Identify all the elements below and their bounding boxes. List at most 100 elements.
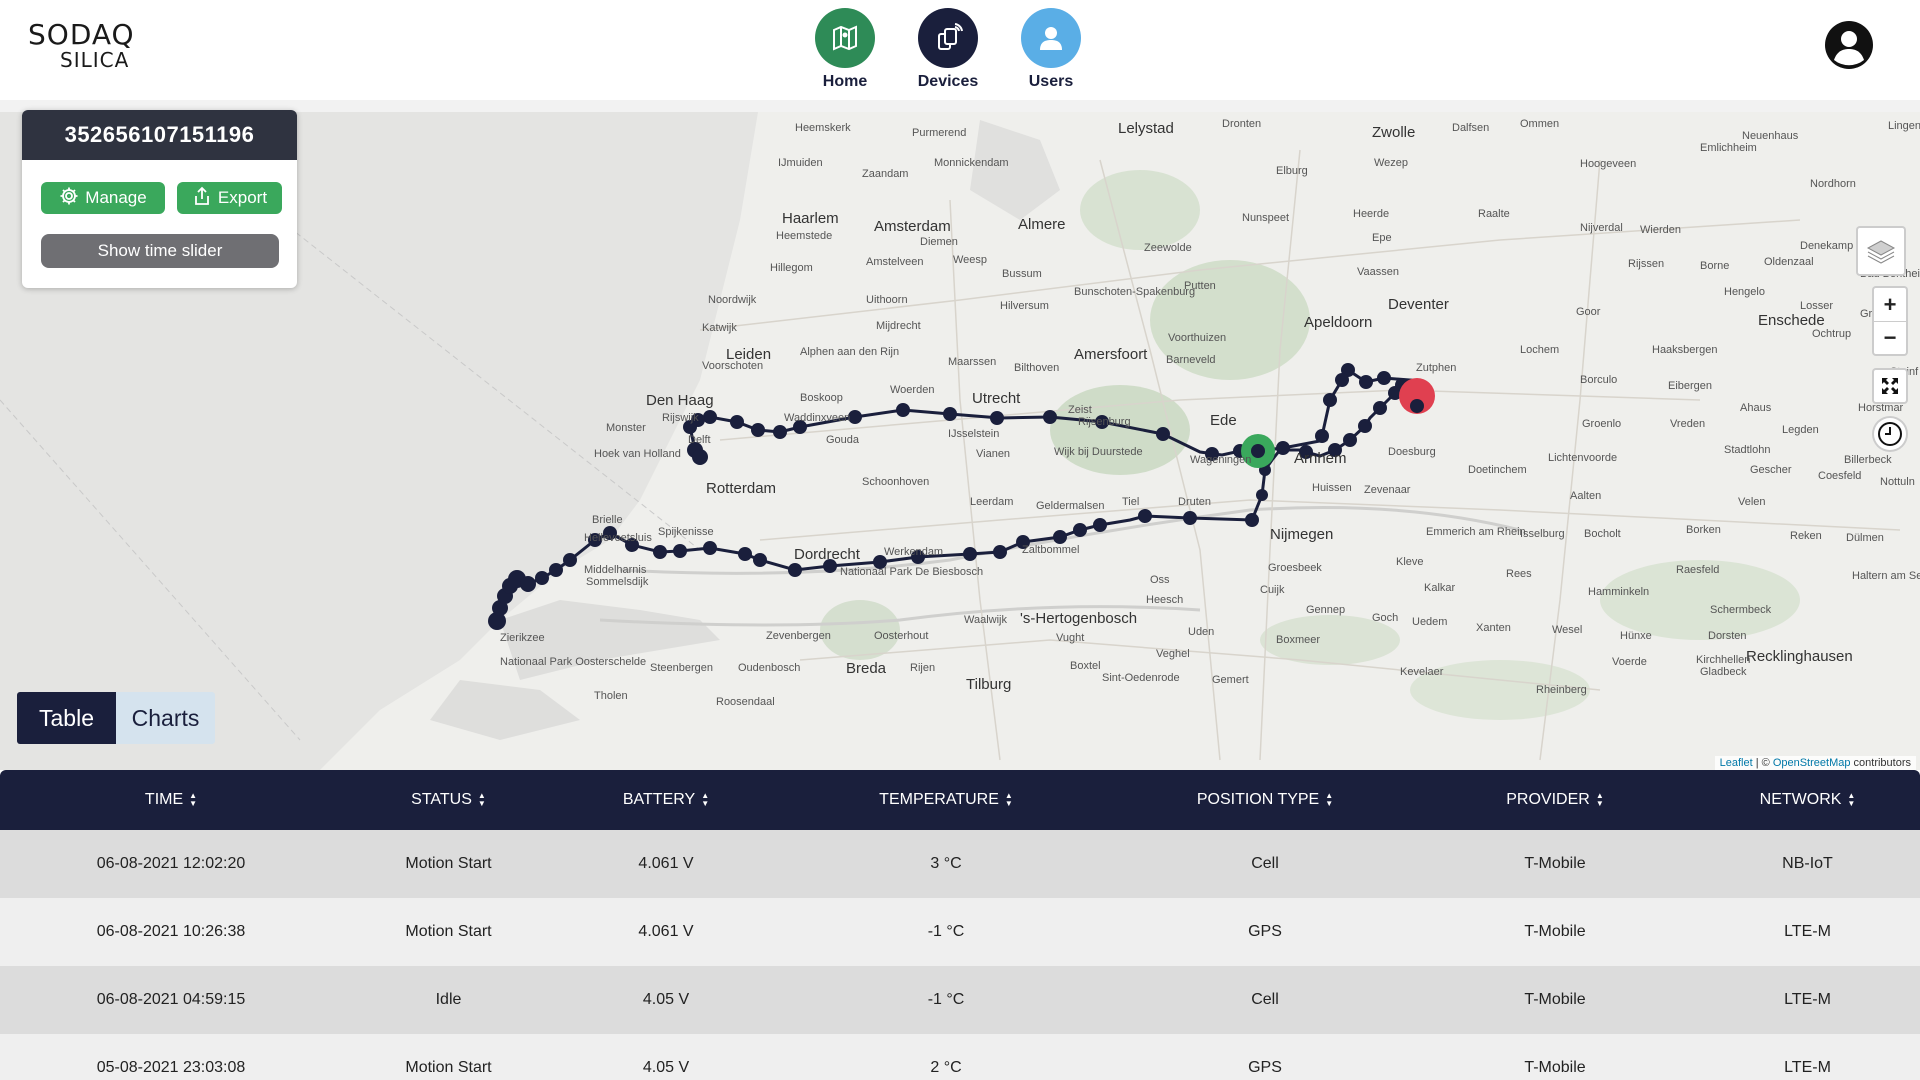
place-label: Nijmegen bbox=[1270, 526, 1334, 543]
place-label: Vught bbox=[1056, 632, 1085, 644]
place-label: Kevelaer bbox=[1400, 666, 1444, 678]
tab-table[interactable]: Table bbox=[17, 692, 116, 744]
time-slider-button[interactable]: Show time slider bbox=[41, 234, 279, 268]
zoom-in-button[interactable]: + bbox=[1883, 292, 1897, 317]
place-label: Druten bbox=[1178, 496, 1212, 508]
place-label: Hellevoetsluis bbox=[584, 532, 652, 544]
table-cell: 06-08-2021 10:26:38 bbox=[96, 923, 246, 940]
place-label: Veghel bbox=[1156, 648, 1190, 660]
place-label: Xanten bbox=[1476, 622, 1511, 634]
place-label: Haarlem bbox=[782, 210, 839, 227]
place-label: Amersfoort bbox=[1074, 346, 1148, 363]
column-header[interactable]: POSITION TYPE ▲ ▼ bbox=[1115, 791, 1415, 809]
view-tabs: Table Charts bbox=[17, 692, 215, 744]
place-label: Dordrecht bbox=[794, 546, 860, 563]
table-row[interactable]: 06-08-2021 04:59:15 Idle 4.05 V -1 °C Cell T-… bbox=[0, 966, 1920, 1034]
user-icon bbox=[1021, 8, 1081, 68]
place-label: Eibergen bbox=[1668, 380, 1713, 392]
place-label: Schoonhoven bbox=[862, 476, 930, 488]
attribution-tail: contributors bbox=[1850, 757, 1911, 769]
clock-icon[interactable] bbox=[1872, 416, 1908, 452]
account-icon[interactable] bbox=[1824, 20, 1874, 70]
table-row[interactable]: 06-08-2021 12:02:20 Motion Start 4.061 V 3 … bbox=[0, 830, 1920, 898]
place-label: Brielle bbox=[592, 514, 623, 526]
place-label: Steenbergen bbox=[650, 662, 713, 674]
place-label: Spijkenisse bbox=[658, 526, 714, 538]
place-label: Dorsten bbox=[1708, 630, 1747, 642]
place-label: Goch bbox=[1372, 612, 1399, 624]
table-cell: 3 °C bbox=[930, 855, 962, 872]
sodaq-logo[interactable]: SODAQ SILICA bbox=[28, 20, 138, 71]
place-label: Vianen bbox=[976, 448, 1011, 460]
column-header[interactable]: BATTERY ▲ ▼ bbox=[555, 791, 777, 809]
table-header: TIME ▲ ▼ STATUS ▲ ▼ BATTERY ▲ ▼ TEMPERATURE ▲ ▼ POSI… bbox=[0, 770, 1920, 830]
table-cell: 06-08-2021 04:59:15 bbox=[96, 991, 246, 1008]
column-header[interactable]: TIME ▲ ▼ bbox=[0, 791, 342, 809]
track-end-marker bbox=[1399, 378, 1435, 414]
place-label: Roosendaal bbox=[716, 696, 775, 708]
place-label: Goor bbox=[1576, 306, 1601, 318]
zoom-out-button[interactable]: − bbox=[1874, 321, 1906, 353]
place-label: Emlichheim bbox=[1700, 142, 1757, 154]
place-label: Denekamp bbox=[1800, 240, 1854, 252]
place-label: Amsterdam bbox=[874, 218, 951, 235]
manage-button[interactable]: Manage bbox=[41, 182, 165, 214]
place-label: Doetinchem bbox=[1468, 464, 1527, 476]
place-label: Stadtlohn bbox=[1724, 444, 1771, 456]
place-label: Heemstede bbox=[776, 230, 833, 242]
place-label: Zaandam bbox=[862, 168, 909, 180]
table-cell: LTE-M bbox=[1784, 1059, 1831, 1076]
place-label: Lelystad bbox=[1118, 120, 1174, 137]
place-label: Wageningen bbox=[1190, 454, 1252, 466]
place-label: 's-Hertogenbosch bbox=[1020, 610, 1138, 627]
column-header[interactable]: NETWORK ▲ ▼ bbox=[1695, 791, 1920, 809]
tab-charts[interactable]: Charts bbox=[116, 692, 215, 744]
column-header-label: POSITION TYPE bbox=[1196, 791, 1320, 808]
place-label: Huissen bbox=[1312, 482, 1352, 494]
fullscreen-icon[interactable] bbox=[1872, 368, 1908, 404]
place-label: Neuenhaus bbox=[1742, 130, 1799, 142]
place-label: Monster bbox=[606, 422, 646, 434]
place-label: Dalfsen bbox=[1452, 122, 1490, 134]
place-label: Sommelsdijk bbox=[586, 576, 649, 588]
table-cell: -1 °C bbox=[927, 991, 965, 1008]
place-label: Tilburg bbox=[966, 676, 1012, 693]
place-label: Deventer bbox=[1388, 296, 1449, 313]
place-label: Billerbeck bbox=[1844, 454, 1892, 466]
place-label: Delft bbox=[688, 434, 711, 446]
place-label: Bussum bbox=[1002, 268, 1042, 280]
place-label: Dülmen bbox=[1846, 532, 1884, 544]
column-header[interactable]: STATUS ▲ ▼ bbox=[342, 791, 555, 809]
place-label: Tiel bbox=[1122, 496, 1140, 508]
table-row[interactable]: 06-08-2021 10:26:38 Motion Start 4.061 V -1… bbox=[0, 898, 1920, 966]
table-row[interactable]: 05-08-2021 23:03:08 Motion Start 4.05 V 2 °… bbox=[0, 1034, 1920, 1080]
leaflet-link[interactable]: Leaflet bbox=[1719, 757, 1753, 769]
place-label: Weesp bbox=[953, 254, 988, 266]
place-label: Rijsenburg bbox=[1078, 416, 1131, 428]
layers-icon[interactable] bbox=[1856, 226, 1906, 276]
sort-icon: ▲ ▼ bbox=[701, 791, 710, 808]
nav-home[interactable]: Home bbox=[795, 8, 895, 91]
nav-devices-label: Devices bbox=[917, 73, 979, 90]
column-header[interactable]: PROVIDER ▲ ▼ bbox=[1415, 791, 1695, 809]
place-label: Zwolle bbox=[1372, 124, 1416, 141]
measurements-table: TIME ▲ ▼ STATUS ▲ ▼ BATTERY ▲ ▼ TEMPERATURE ▲ ▼ POSI… bbox=[0, 770, 1920, 1080]
column-header[interactable]: TEMPERATURE ▲ ▼ bbox=[777, 791, 1115, 809]
nav-devices[interactable]: Devices bbox=[898, 8, 998, 91]
map-view[interactable]: Heemskerk Purmerend Lelystad Dronten Zwolle D… bbox=[0, 100, 1920, 770]
place-label: Boxtel bbox=[1070, 660, 1101, 672]
place-label: Doesburg bbox=[1388, 446, 1436, 458]
place-label: Waddinxveen bbox=[784, 412, 851, 424]
place-label: Tholen bbox=[594, 690, 628, 702]
osm-link[interactable]: OpenStreetMap bbox=[1772, 757, 1851, 769]
place-label: Bunschoten-Spakenburg bbox=[1074, 286, 1196, 298]
gear-icon bbox=[59, 186, 79, 211]
manage-label: Manage bbox=[85, 188, 147, 207]
export-button[interactable]: Export bbox=[177, 182, 282, 214]
place-label: Heesch bbox=[1146, 594, 1184, 606]
place-label: Borken bbox=[1686, 524, 1721, 536]
table-cell: 4.05 V bbox=[642, 1059, 690, 1076]
place-label: Hoogeveen bbox=[1580, 158, 1637, 170]
nav-users[interactable]: Users bbox=[1001, 8, 1101, 91]
place-label: Hillegom bbox=[770, 262, 813, 274]
